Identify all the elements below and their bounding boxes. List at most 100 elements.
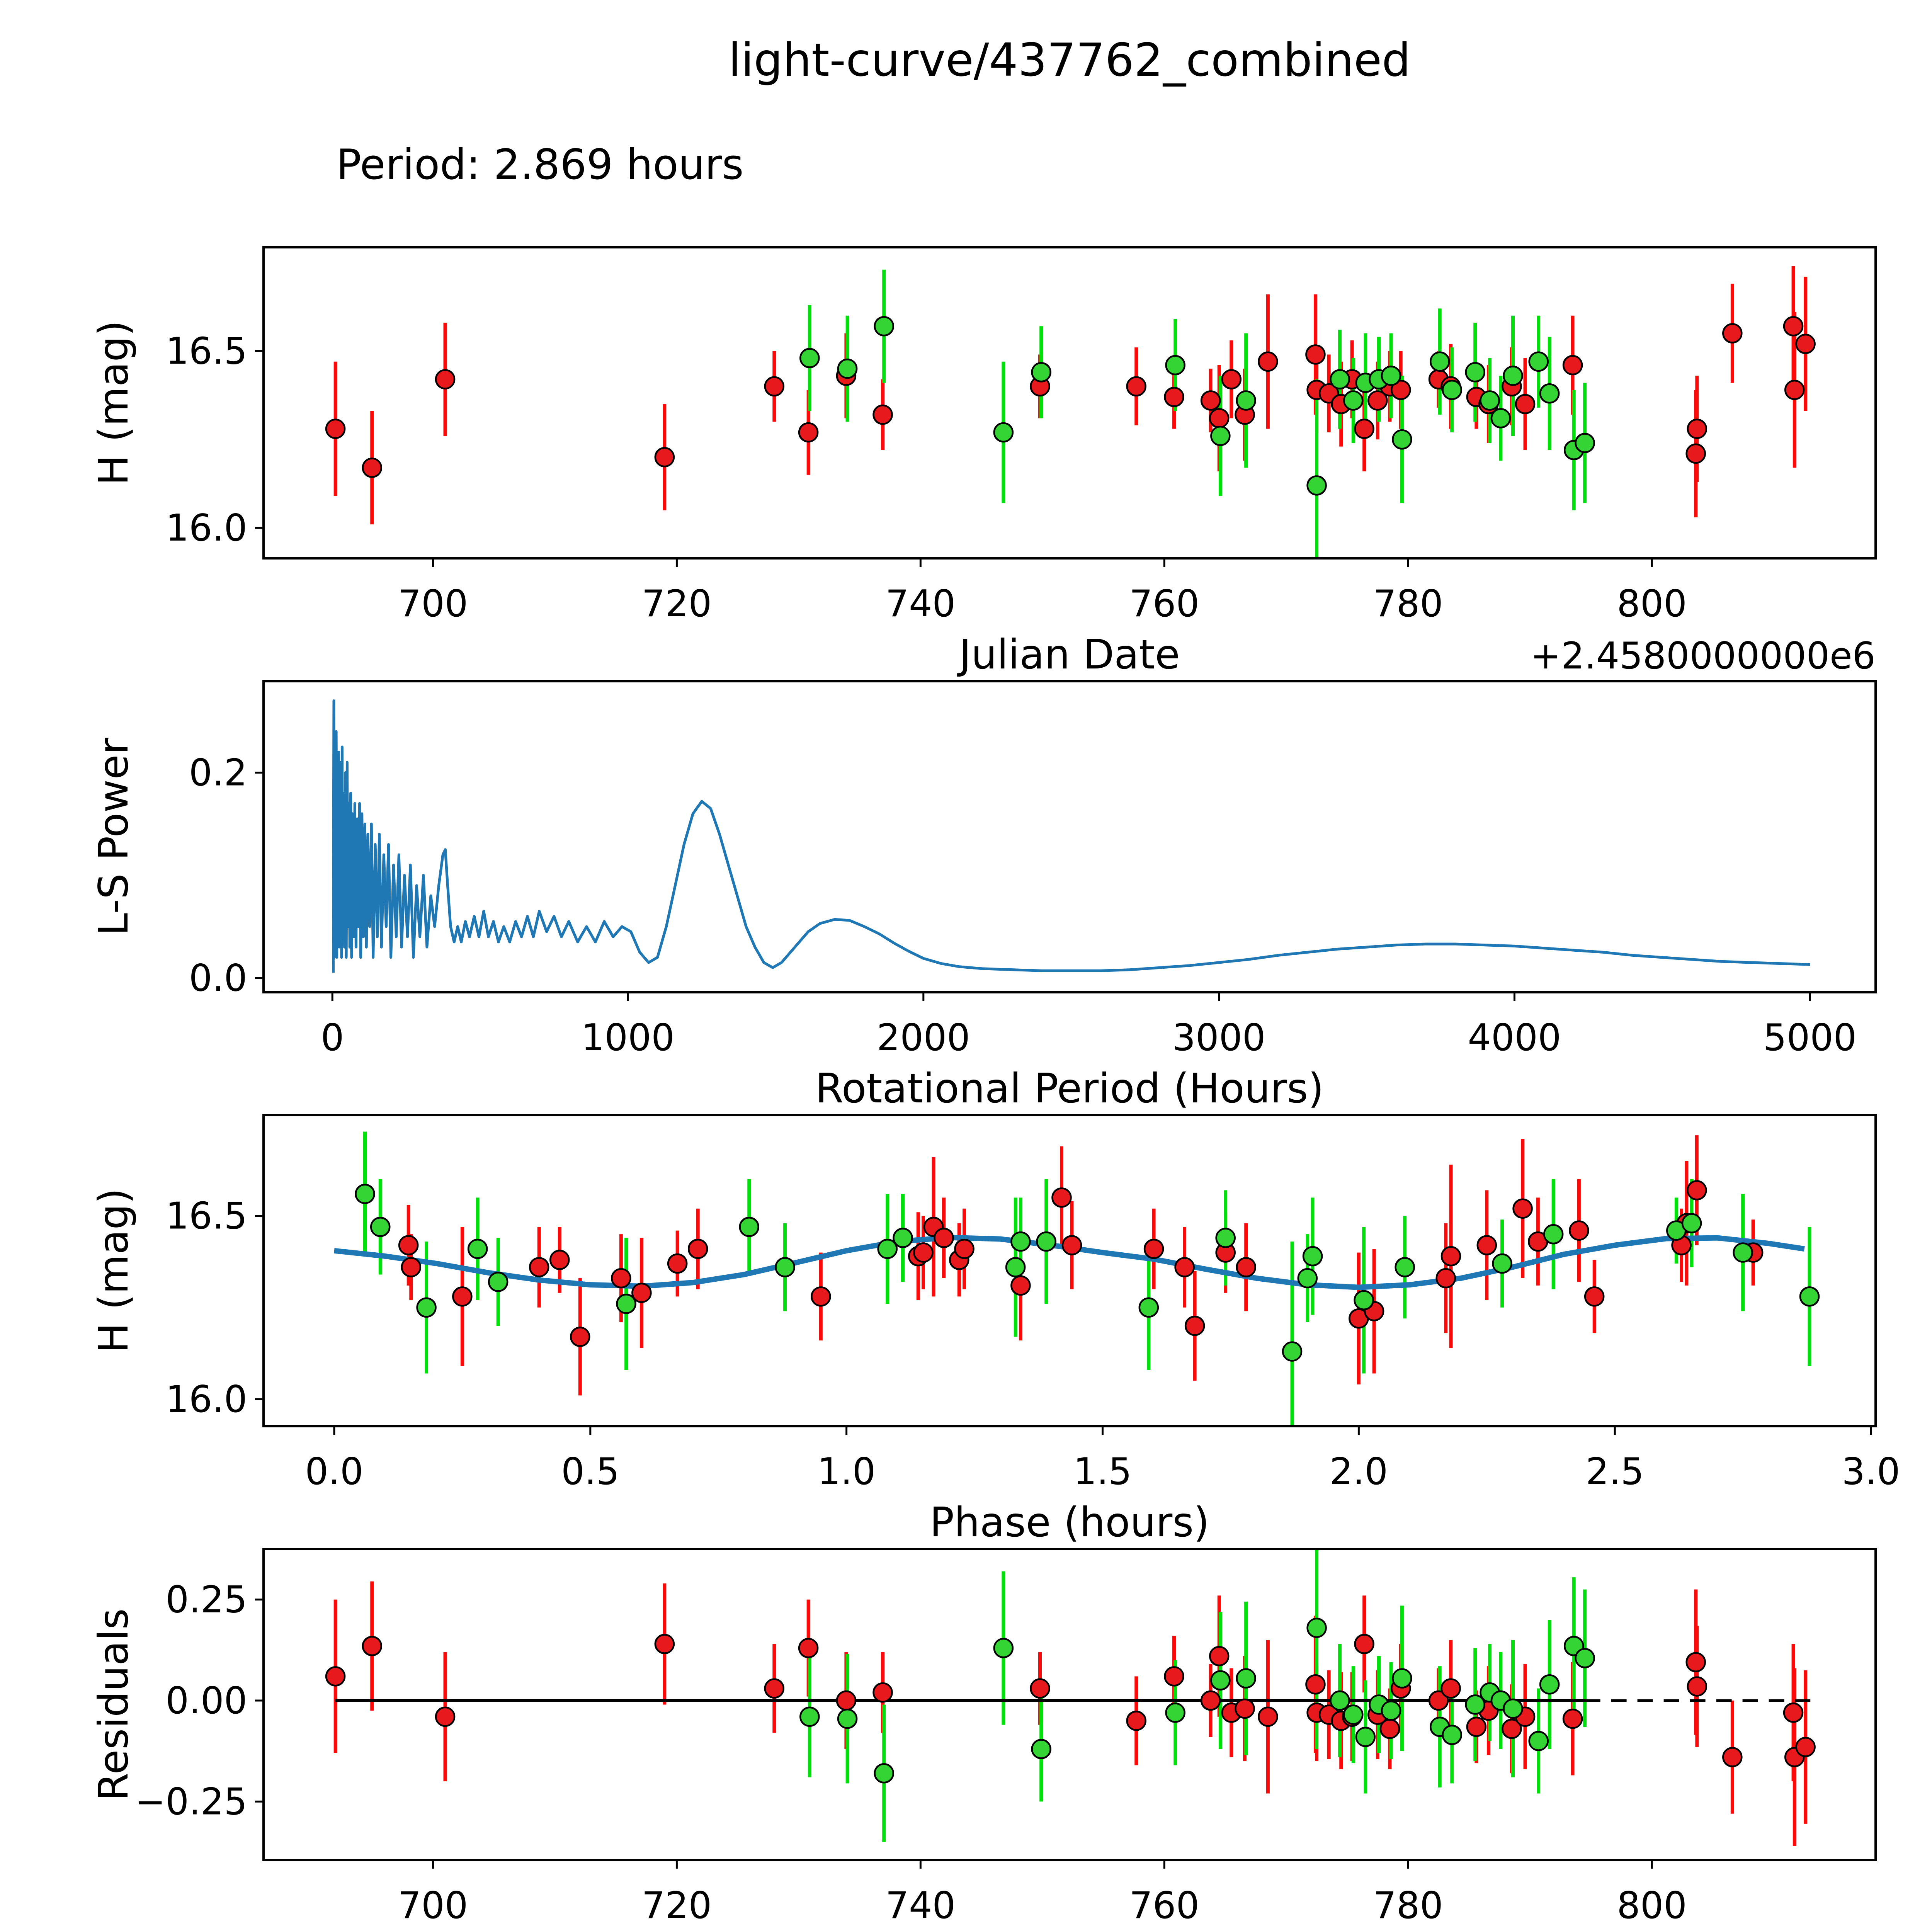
x-tick-label: 800 [1617,1884,1687,1927]
data-point-red [452,1286,473,1307]
x-tick-label: 740 [886,583,956,625]
data-point-red [1562,1708,1583,1729]
data-point-green [1392,429,1412,450]
data-point-red [362,1636,383,1656]
data-point-red [1783,1702,1804,1723]
x-tick-label: 720 [642,1884,712,1927]
data-point-red [1051,1187,1072,1208]
y-tick-label: 0.2 [189,752,247,794]
axes-spines [262,1114,1877,1427]
data-point-green [993,1638,1014,1658]
data-point-red [1258,1706,1278,1727]
data-point-green [1330,369,1350,389]
data-point-green [467,1238,488,1259]
data-point-red [798,1638,819,1658]
data-point-green [1575,433,1595,453]
data-point-green [1330,1690,1350,1711]
x-tick-label: 760 [1129,583,1199,625]
x-tick-label: 2.5 [1586,1451,1644,1493]
data-point-red [1687,1180,1707,1201]
x-tick-label: 0 [321,1017,344,1059]
data-point-green [1165,355,1185,376]
data-point-red [1174,1257,1195,1277]
data-point-green [1733,1242,1753,1263]
data-point-green [1215,1228,1236,1248]
data-point-red [1258,351,1278,372]
data-point-red [1061,1235,1082,1255]
data-point-red [529,1257,549,1277]
data-point-red [764,1678,785,1699]
data-point-red [872,404,893,425]
data-point-red [1428,1690,1449,1711]
data-point-red [1795,1737,1816,1757]
data-point-green [1480,390,1500,411]
data-point-green [1381,1700,1401,1721]
data-point-green [488,1272,509,1292]
data-point-green [874,1763,894,1784]
data-point-red [1010,1275,1031,1296]
x-tick-label: 1000 [581,1017,675,1059]
data-point-green [1465,362,1485,383]
data-point-green [1302,1246,1323,1267]
data-point-green [1165,1702,1185,1723]
data-point-green [1442,1725,1463,1745]
data-point-red [1440,1678,1461,1699]
x-axis-label-folded-lightcurve: Phase (hours) [930,1499,1209,1546]
y-axis-label-lightcurve: H (mag) [90,320,137,486]
data-point-red [1584,1286,1605,1307]
panel-lightcurve: 700 720 740 760 780 800 16.0 16.5 Julian Date +2.… [90,246,1877,678]
x-tick-label: 780 [1373,583,1443,625]
data-point-green [1503,366,1523,386]
data-point-green [739,1216,760,1237]
data-point-green [1343,1704,1364,1725]
data-point-red [325,1666,346,1687]
data-point-red [1354,1634,1374,1654]
data-point-red [1354,418,1374,439]
data-point-red [1305,1674,1326,1695]
data-point-red [1235,1698,1255,1719]
data-point-green [1392,1668,1412,1689]
data-point-red [1236,1257,1256,1277]
figure-title: light-curve/437762_combined [728,33,1411,87]
data-point-green [1539,383,1560,404]
data-point-red [1687,418,1708,439]
data-point-green [1575,1648,1595,1668]
data-point-green [1395,1257,1415,1277]
data-point-green [893,1228,913,1248]
data-point-red [836,1690,857,1711]
y-tick-label: 0.00 [165,1680,247,1722]
data-point-red [611,1268,631,1289]
data-point-red [435,369,456,389]
plot-area-residuals [325,1549,1816,1846]
data-point-red [934,1228,954,1248]
data-point-green [1031,362,1051,383]
data-point-red [1164,387,1184,407]
data-point-red [1305,344,1326,365]
data-point-green [837,358,858,379]
x-tick-label: 740 [886,1884,956,1927]
data-point-red [913,1242,934,1263]
data-point-red [325,418,346,439]
data-point-red [1435,1268,1456,1289]
data-point-red [1164,1666,1184,1687]
data-point-red [1367,390,1388,411]
data-point-red [1784,379,1805,400]
data-point-green [1429,351,1450,372]
data-point-green [1799,1286,1820,1307]
data-point-red [401,1257,422,1277]
data-point-red [631,1282,652,1303]
data-point-green [1306,475,1327,496]
data-point-red [1126,1711,1146,1731]
plot-area-folded-lightcurve [334,1131,1820,1426]
data-point-red [872,1682,893,1703]
data-point-red [1200,1690,1221,1711]
y-tick-label: 16.0 [165,1378,247,1421]
data-point-green [1036,1231,1056,1252]
data-point-green [837,1708,858,1729]
data-point-green [993,422,1014,443]
data-point-green [874,316,894,337]
y-tick-label: 16.5 [165,330,247,372]
x-tick-label: 3000 [1172,1017,1266,1059]
x-axis-label-lightcurve: Julian Date [957,631,1180,678]
